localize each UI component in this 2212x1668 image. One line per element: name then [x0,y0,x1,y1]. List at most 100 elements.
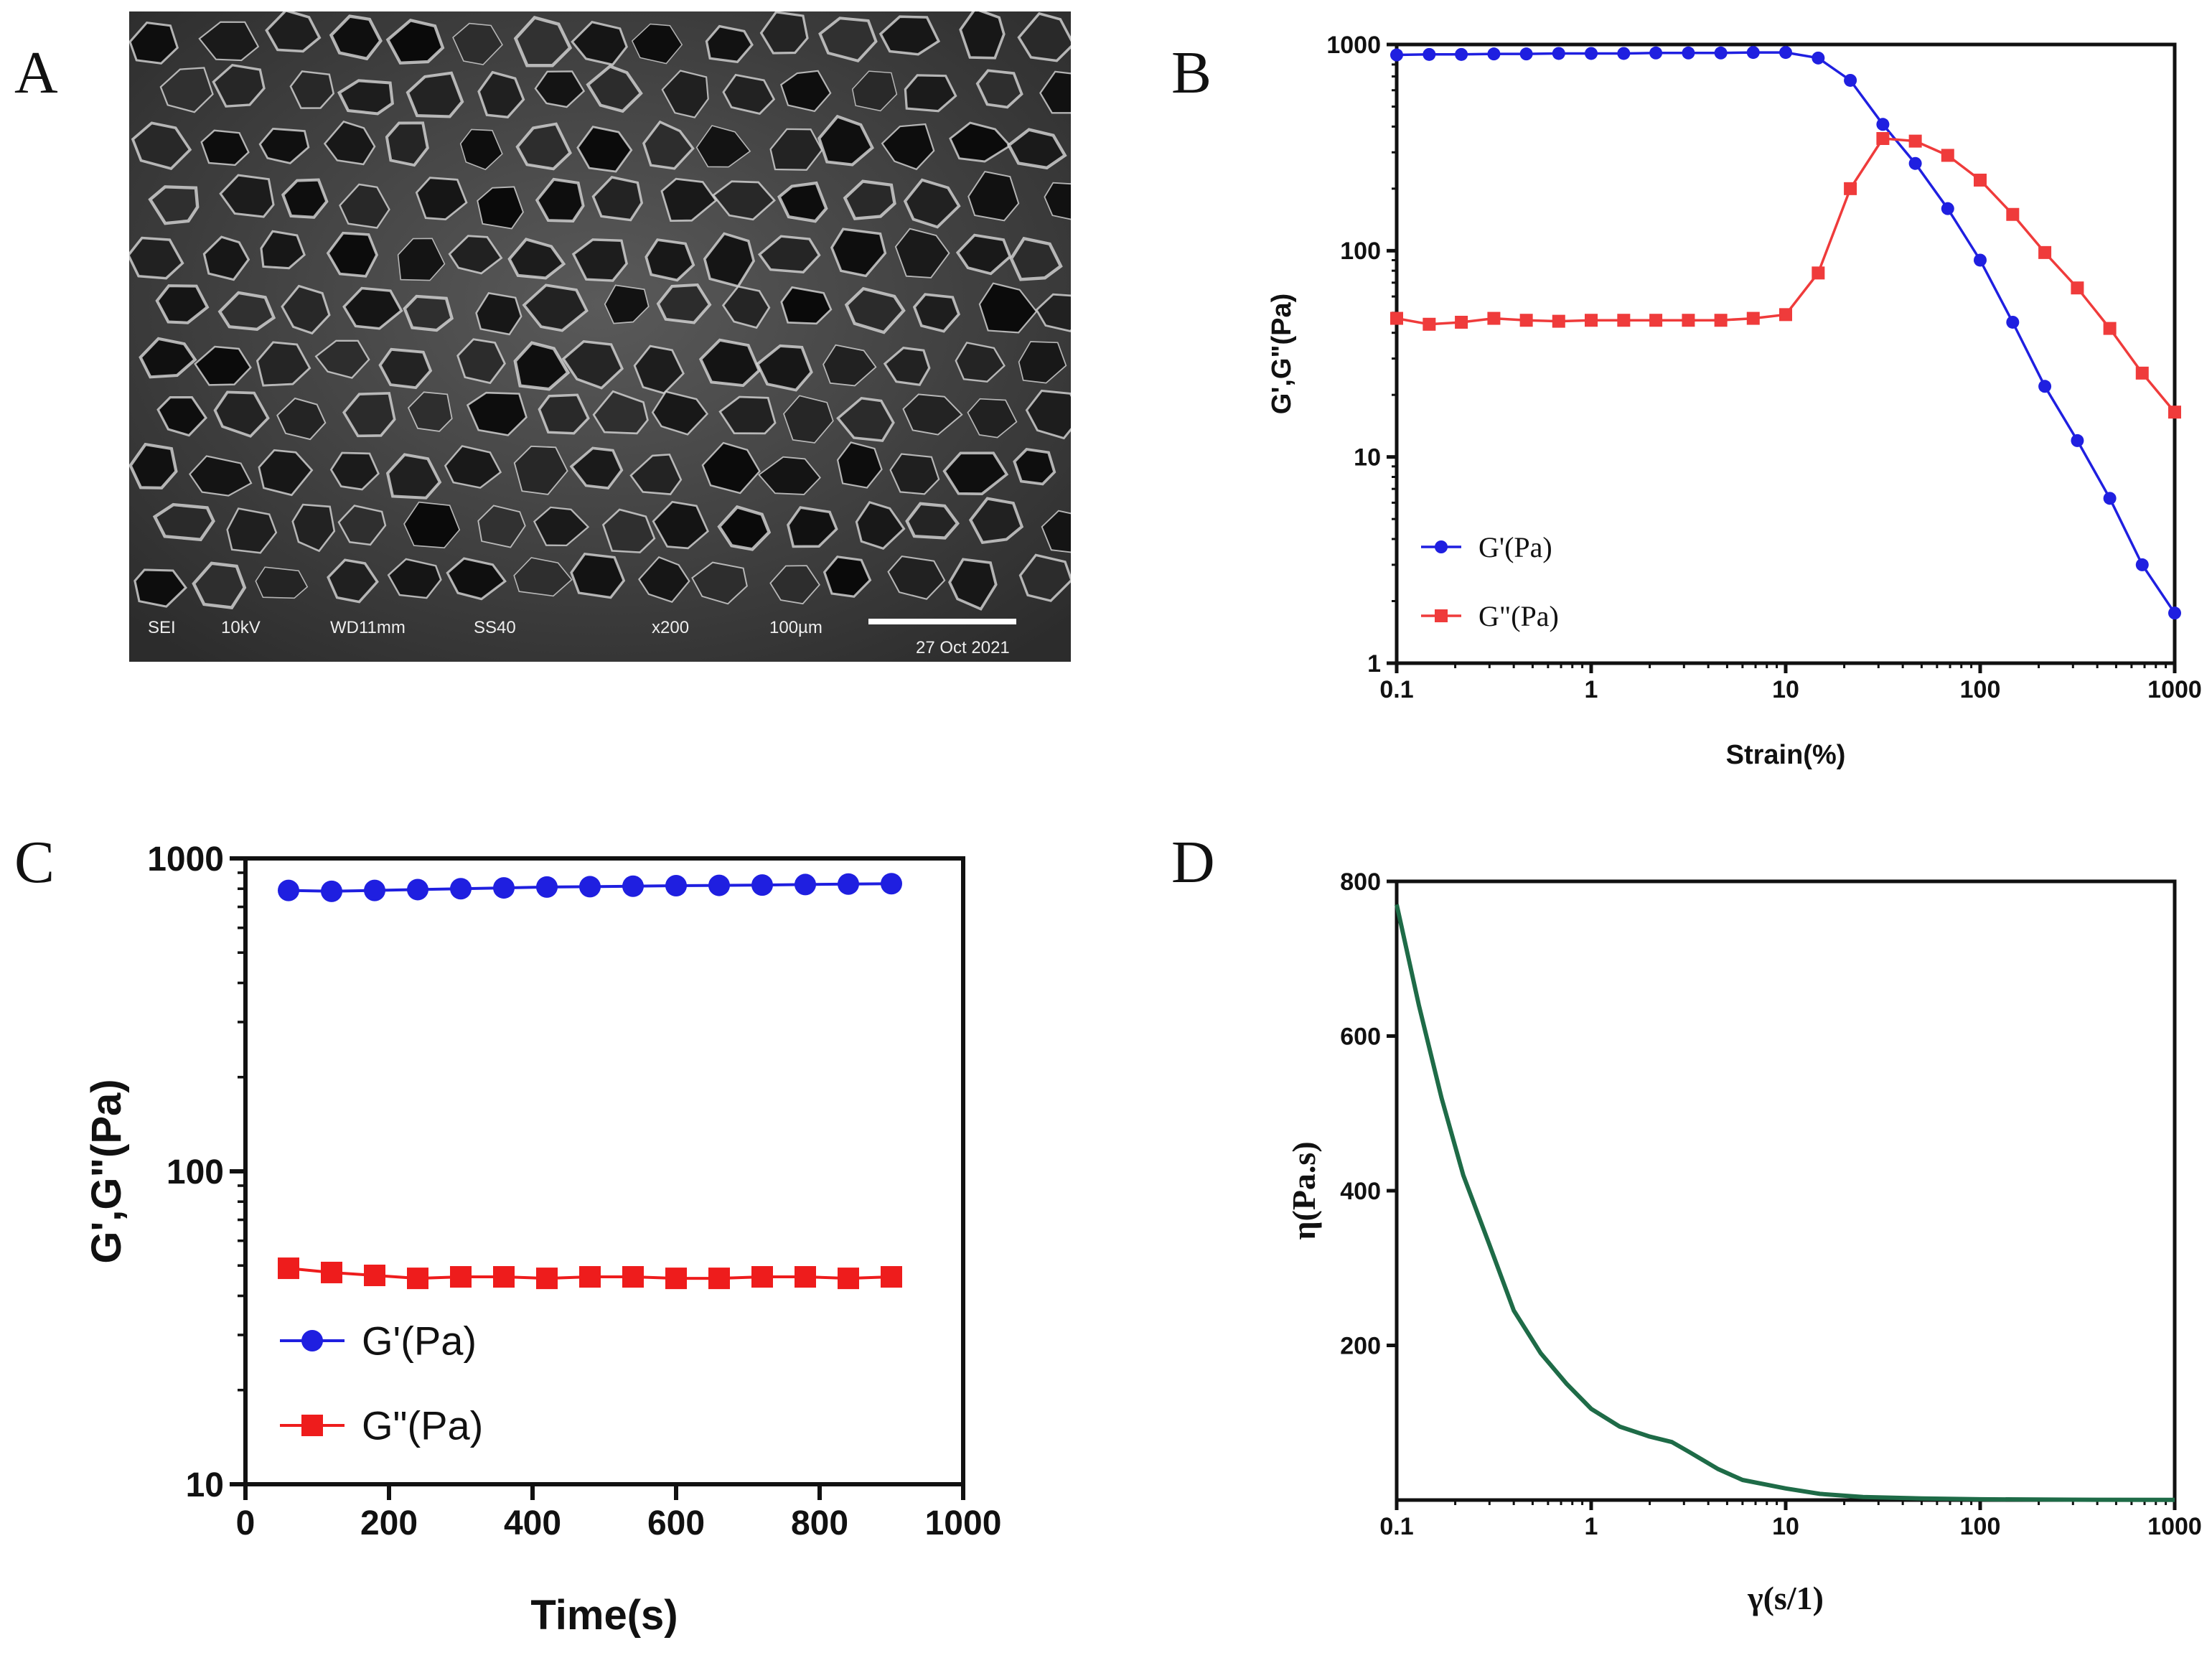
sem-pore [894,228,950,278]
data-point [1714,314,1728,327]
data-point [2071,281,2084,295]
sem-pore [836,396,895,442]
data-point [1455,315,1468,329]
sem-pore [133,568,187,608]
sem-pore [475,292,522,336]
sem-pore [265,11,322,53]
sem-pore [758,456,821,495]
sem-pore [691,561,748,605]
data-point [1617,47,1631,60]
sem-pore [645,238,695,282]
legend-label: G"(Pa) [1478,600,1559,632]
data-point [795,1266,816,1288]
sem-pore [513,341,571,391]
x-tick-label: 1000 [2147,1513,2202,1540]
sem-pore [477,186,524,230]
sem-pore [444,445,502,489]
sem-pore [586,65,643,113]
sem-scale-bar [868,619,1016,624]
data-point [1941,202,1954,215]
sem-pore [1035,293,1071,332]
sem-pore [631,23,683,65]
sem-pore [779,70,832,113]
sem-pore [456,338,506,385]
sem-pore [905,502,960,540]
chart-d: 0.1 1 10 100 1000 200 400 600 800 γ(s/1) η(Pa.s) [1285,868,2202,1616]
sem-pore [817,114,874,167]
sem-pore [629,453,683,495]
plot-frame [243,856,965,1486]
y-tick-label: 1 [1367,650,1381,678]
x-tick-label: 100 [1960,1513,2001,1540]
sem-pore [975,69,1023,109]
data-point [321,1261,342,1283]
sem-pore [515,122,572,171]
sem-pore [448,235,503,275]
y-tick-label: 1000 [147,840,224,878]
data-point [1682,46,1695,60]
series-line [1395,904,2175,1502]
data-point [1487,47,1501,61]
y-tick-label: 800 [1340,868,1381,896]
sem-pore [534,70,586,108]
x-axis-label: Time(s) [530,1592,678,1639]
data-point [1908,156,1922,170]
sem-pore [717,505,772,551]
sem-pore [571,20,628,66]
sem-pore [159,67,214,113]
data-point [1423,317,1436,331]
data-point [1390,48,1403,62]
sem-pore [591,176,644,222]
data-point [1423,47,1436,61]
sem-pore [959,11,1006,60]
sem-pore [904,74,957,113]
sem-mode: SEI [148,618,176,637]
sem-pore [638,556,690,603]
sem-pore [903,178,961,229]
data-point [2006,315,2020,329]
sem-pore [661,70,709,118]
y-axis: 1 10 100 1000 [1326,32,1397,678]
data-point [1585,314,1598,327]
data-point [1519,47,1533,61]
sem-pore [291,503,336,553]
sem-pore [131,121,192,170]
sem-pore [576,126,633,173]
sem-pore [777,181,828,223]
sem-pore [258,127,310,164]
sem-pore-network [129,11,1071,611]
sem-micrograph: SEI 10kV WD11mm SS40 x200 100µm 27 Oct 2… [129,11,1071,662]
sem-spot-size: SS40 [474,618,516,637]
sem-pore [327,558,379,604]
data-point [1617,314,1631,327]
y-tick-label: 400 [1340,1178,1381,1205]
sem-background [129,11,1071,662]
data-point [1779,308,1792,322]
data-point [1974,173,1987,187]
x-tick-label: 0.1 [1379,1513,1413,1540]
sem-pore [507,238,566,280]
sem-pore [289,70,335,109]
data-point [838,873,859,895]
sem-pore [769,128,823,171]
sem-pore [533,506,590,547]
sem-pore [570,552,626,599]
data-point [2006,207,2020,221]
x-tick-label: 100 [1960,676,2001,703]
sem-pore [192,561,247,609]
series-1 [1395,904,2175,1502]
data-point [321,880,342,902]
sem-pore [342,392,396,438]
sem-pore [1006,128,1067,170]
y-axis: 200 400 600 800 [1340,868,1397,1359]
series-line [1396,51,2176,614]
sem-pore [339,183,390,229]
sem-pore [1013,447,1056,486]
sem-pore [756,344,813,392]
data-point [536,1268,558,1290]
x-axis-label: γ(s/1) [1747,1580,1824,1616]
data-point [407,878,428,901]
series-1 [278,873,902,902]
sem-pore [1044,182,1071,220]
sem-pore [329,14,383,61]
